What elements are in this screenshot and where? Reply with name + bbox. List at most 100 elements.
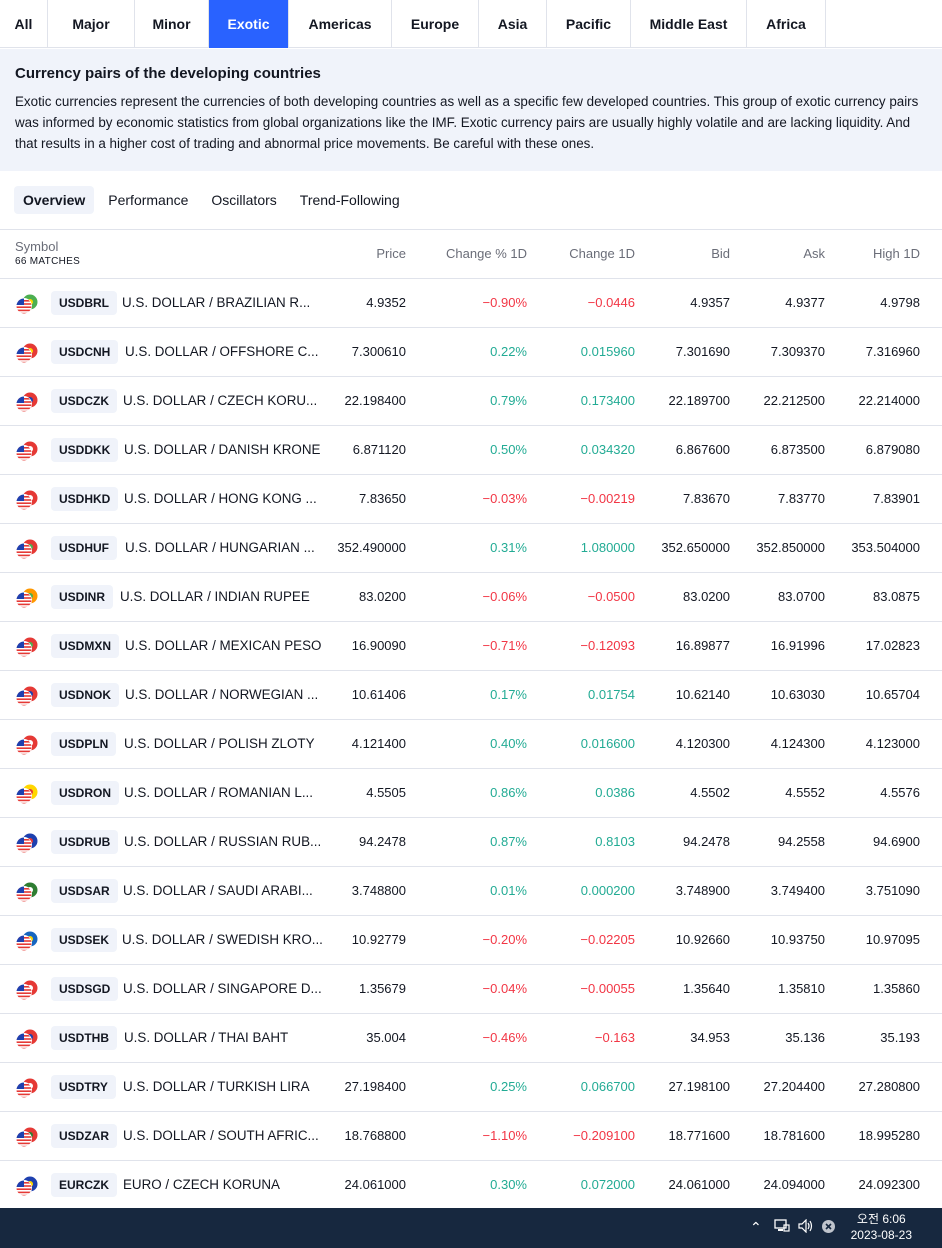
header-high[interactable]: High 1D (873, 246, 920, 261)
change-cell: −0.0446 (587, 295, 635, 310)
tab-africa[interactable]: Africa (747, 0, 826, 48)
pair-name[interactable]: U.S. DOLLAR / SINGAPORE D... (123, 981, 322, 996)
high-cell: 1.35860 (873, 981, 920, 996)
price-cell: 22.198400 (344, 393, 406, 408)
header-price[interactable]: Price (376, 246, 406, 261)
pair-name[interactable]: U.S. DOLLAR / SWEDISH KRO... (122, 932, 323, 947)
pair-name[interactable]: U.S. DOLLAR / OFFSHORE C... (125, 344, 319, 359)
tab-asia[interactable]: Asia (479, 0, 547, 48)
ticker-badge[interactable]: USDHUF (51, 536, 117, 560)
table-row[interactable]: USDINR U.S. DOLLAR / INDIAN RUPEE 83.0200 −… (0, 573, 942, 622)
table-row[interactable]: USDDKK U.S. DOLLAR / DANISH KRONE 6.871120… (0, 426, 942, 475)
pair-name[interactable]: U.S. DOLLAR / BRAZILIAN R... (122, 295, 311, 310)
tab-exotic[interactable]: Exotic (209, 0, 289, 48)
ticker-badge[interactable]: USDDKK (51, 438, 119, 462)
price-cell: 10.61406 (351, 687, 406, 702)
tab-all[interactable]: All (0, 0, 48, 48)
tab-americas[interactable]: Americas (289, 0, 392, 48)
table-row[interactable]: USDSEK U.S. DOLLAR / SWEDISH KRO... 10.927… (0, 916, 942, 965)
table-row[interactable]: USDHKD U.S. DOLLAR / HONG KONG ... 7.83650… (0, 475, 942, 524)
ticker-badge[interactable]: USDHKD (51, 487, 119, 511)
pair-name[interactable]: U.S. DOLLAR / POLISH ZLOTY (124, 736, 315, 751)
ticker-badge[interactable]: USDSGD (51, 977, 119, 1001)
subtab-performance[interactable]: Performance (108, 192, 189, 208)
ticker-badge[interactable]: USDPLN (51, 732, 117, 756)
bid-cell: 7.83670 (683, 491, 730, 506)
pair-name[interactable]: EURO / CZECH KORUNA (123, 1177, 280, 1192)
bid-cell: 352.650000 (661, 540, 730, 555)
subtab-oscillators[interactable]: Oscillators (211, 192, 277, 208)
table-row[interactable]: USDBRL U.S. DOLLAR / BRAZILIAN R... 4.9352… (0, 279, 942, 328)
pair-name[interactable]: U.S. DOLLAR / SOUTH AFRIC... (123, 1128, 319, 1143)
ticker-badge[interactable]: EURCZK (51, 1173, 117, 1197)
volume-icon[interactable] (798, 1218, 814, 1236)
table-row[interactable]: USDCNH U.S. DOLLAR / OFFSHORE C... 7.30061… (0, 328, 942, 377)
tab-pacific[interactable]: Pacific (547, 0, 631, 48)
table-row[interactable]: USDRUB U.S. DOLLAR / RUSSIAN RUB... 94.247… (0, 818, 942, 867)
pair-name[interactable]: U.S. DOLLAR / INDIAN RUPEE (120, 589, 310, 604)
price-cell: 16.90090 (351, 638, 406, 653)
table-row[interactable]: USDPLN U.S. DOLLAR / POLISH ZLOTY 4.121400… (0, 720, 942, 769)
clock-time: 오전 6:06 (856, 1212, 906, 1226)
clock[interactable]: 오전 6:06 2023-08-23 (851, 1211, 912, 1243)
pair-name[interactable]: U.S. DOLLAR / DANISH KRONE (124, 442, 321, 457)
pair-name[interactable]: U.S. DOLLAR / SAUDI ARABI... (123, 883, 313, 898)
network-icon[interactable] (774, 1219, 790, 1236)
ticker-badge[interactable]: USDCNH (51, 340, 119, 364)
ticker-badge[interactable]: USDSEK (51, 928, 118, 952)
table-row[interactable]: USDNOK U.S. DOLLAR / NORWEGIAN ... 10.6140… (0, 671, 942, 720)
pair-name[interactable]: U.S. DOLLAR / CZECH KORU... (123, 393, 318, 408)
ticker-badge[interactable]: USDTRY (51, 1075, 116, 1099)
table-row[interactable]: USDZAR U.S. DOLLAR / SOUTH AFRIC... 18.768… (0, 1112, 942, 1161)
tab-europe[interactable]: Europe (392, 0, 479, 48)
pair-name[interactable]: U.S. DOLLAR / MEXICAN PESO (125, 638, 322, 653)
ticker-badge[interactable]: USDRUB (51, 830, 119, 854)
header-ask[interactable]: Ask (803, 246, 825, 261)
ask-cell: 3.749400 (770, 883, 825, 898)
ticker-badge[interactable]: USDSAR (51, 879, 118, 903)
change-cell: −0.0500 (587, 589, 635, 604)
pair-name[interactable]: U.S. DOLLAR / NORWEGIAN ... (125, 687, 319, 702)
table-row[interactable]: USDSGD U.S. DOLLAR / SINGAPORE D... 1.3567… (0, 965, 942, 1014)
pair-name[interactable]: U.S. DOLLAR / HUNGARIAN ... (125, 540, 315, 555)
header-bid[interactable]: Bid (711, 246, 730, 261)
table-row[interactable]: USDMXN U.S. DOLLAR / MEXICAN PESO 16.90090… (0, 622, 942, 671)
table-row[interactable]: USDSAR U.S. DOLLAR / SAUDI ARABI... 3.7488… (0, 867, 942, 916)
subtab-overview[interactable]: Overview (14, 186, 95, 214)
change-pct-cell: −0.90% (482, 295, 527, 310)
table-row[interactable]: USDRON U.S. DOLLAR / ROMANIAN L... 4.5505 0… (0, 769, 942, 818)
chevron-up-icon[interactable]: ⌃ (750, 1219, 762, 1235)
pair-name[interactable]: U.S. DOLLAR / HONG KONG ... (124, 491, 317, 506)
header-change[interactable]: Change 1D (569, 246, 635, 261)
ticker-badge[interactable]: USDNOK (51, 683, 120, 707)
pair-name[interactable]: U.S. DOLLAR / ROMANIAN L... (124, 785, 313, 800)
bid-cell: 27.198100 (668, 1079, 730, 1094)
table-row[interactable]: USDTRY U.S. DOLLAR / TURKISH LIRA 27.19840… (0, 1063, 942, 1112)
ticker-badge[interactable]: USDZAR (51, 1124, 117, 1148)
subtab-trend-following[interactable]: Trend-Following (299, 192, 400, 208)
pair-name[interactable]: U.S. DOLLAR / TURKISH LIRA (123, 1079, 310, 1094)
tab-minor[interactable]: Minor (135, 0, 209, 48)
tab-major[interactable]: Major (48, 0, 135, 48)
ask-cell: 7.83770 (778, 491, 825, 506)
table-row[interactable]: USDHUF U.S. DOLLAR / HUNGARIAN ... 352.490… (0, 524, 942, 573)
table-row[interactable]: USDCZK U.S. DOLLAR / CZECH KORU... 22.1984… (0, 377, 942, 426)
ticker-badge[interactable]: USDINR (51, 585, 114, 609)
bid-cell: 24.061000 (668, 1177, 730, 1192)
notification-off-icon[interactable] (821, 1219, 836, 1237)
ticker-badge[interactable]: USDMXN (51, 634, 120, 658)
table-row[interactable]: EURCZK EURO / CZECH KORUNA 24.061000 0.30% 0… (0, 1161, 942, 1210)
ticker-badge[interactable]: USDRON (51, 781, 120, 805)
table-row[interactable]: USDTHB U.S. DOLLAR / THAI BAHT 35.004 −0.46… (0, 1014, 942, 1063)
ticker-badge[interactable]: USDBRL (51, 291, 117, 315)
high-cell: 10.65704 (865, 687, 920, 702)
change-cell: 0.000200 (580, 883, 635, 898)
pair-name[interactable]: U.S. DOLLAR / RUSSIAN RUB... (124, 834, 322, 849)
pair-name[interactable]: U.S. DOLLAR / THAI BAHT (124, 1030, 289, 1045)
tab-middle-east[interactable]: Middle East (631, 0, 747, 48)
header-symbol[interactable]: Symbol 66 MATCHES (15, 239, 80, 267)
ticker-badge[interactable]: USDCZK (51, 389, 117, 413)
high-cell: 4.123000 (865, 736, 920, 751)
ticker-badge[interactable]: USDTHB (51, 1026, 117, 1050)
header-change-pct[interactable]: Change % 1D (446, 246, 527, 261)
